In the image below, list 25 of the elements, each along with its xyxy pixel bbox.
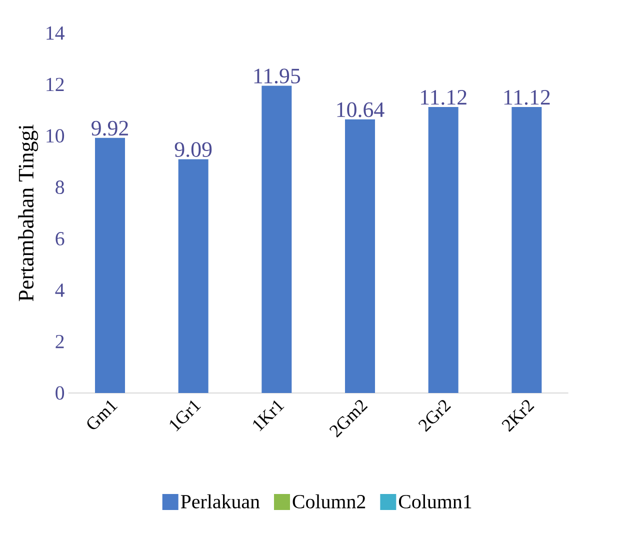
y-axis-title: Pertambahan Tinggi (18, 124, 38, 302)
y-tick-label: 8 (56, 180, 64, 194)
y-tick-label: 2 (56, 334, 64, 348)
data-label: 11.12 (421, 90, 466, 105)
data-label: 9.09 (174, 142, 212, 158)
y-tick-label: 14 (46, 26, 65, 40)
y-tick-label: 0 (56, 386, 64, 400)
y-tick-label: 10 (46, 129, 64, 143)
y-tick-label: 12 (46, 78, 64, 92)
data-label: 11.95 (254, 68, 300, 84)
y-tick-label: 6 (56, 232, 64, 246)
y-tick-label: 4 (55, 284, 65, 297)
bar (428, 107, 458, 393)
bar (178, 159, 208, 393)
bar (95, 138, 125, 393)
bar (262, 86, 292, 393)
data-label: 9.92 (92, 120, 128, 136)
x-tick-label: Gm1 (87, 400, 118, 430)
bar (345, 119, 376, 393)
legend-label: Perlakuan (180, 494, 260, 508)
data-label: 11.12 (504, 90, 550, 105)
legend-label: Column1 (398, 494, 472, 508)
bar (512, 107, 542, 393)
data-label: 10.64 (337, 102, 384, 118)
legend-label: Column2 (292, 494, 366, 508)
